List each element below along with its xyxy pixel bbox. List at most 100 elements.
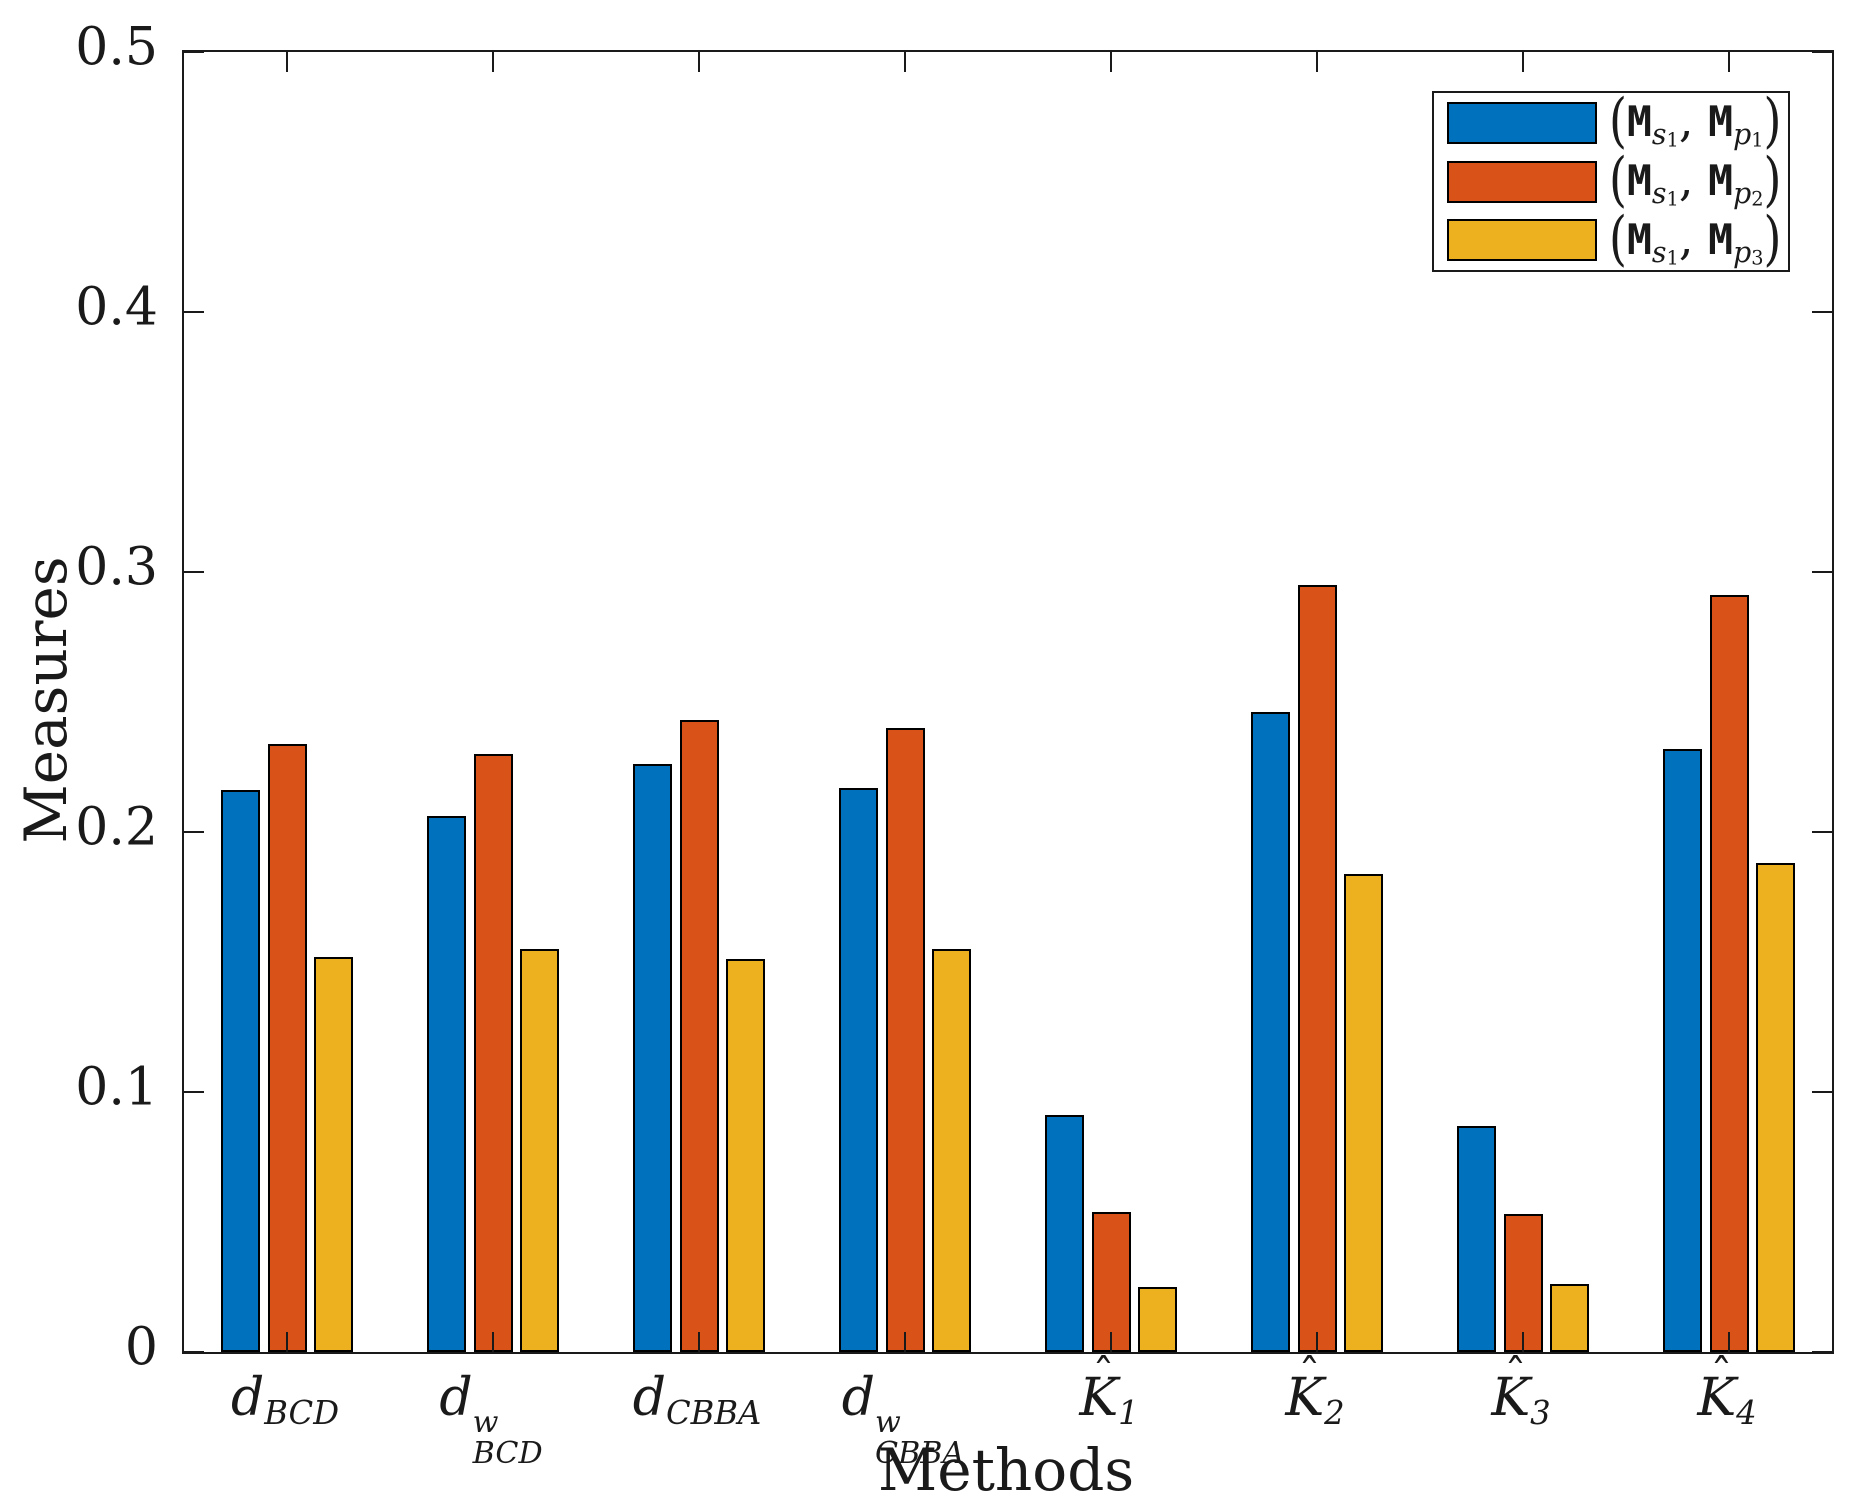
math-token: 1 xyxy=(1118,1394,1139,1433)
bar-series1-group2 xyxy=(427,816,466,1352)
y-tick-label: 0.2 xyxy=(75,797,158,858)
legend-entry: (Ms1, Mp2) xyxy=(1434,145,1788,214)
math-token: d xyxy=(439,1368,473,1428)
bar-series3-group2 xyxy=(520,949,559,1352)
y-axis-label: Measures xyxy=(12,556,80,844)
math-supsub: w BCD xyxy=(472,1405,543,1471)
legend-label: (Ms1, Mp3) xyxy=(1609,204,1782,273)
bar-series3-group5 xyxy=(1138,1287,1177,1352)
x-tick-top xyxy=(698,52,700,72)
bar-series2-group2 xyxy=(473,754,513,1352)
x-tick-top xyxy=(1522,52,1524,72)
math-token: K xyxy=(1697,1368,1737,1428)
bar-series3-group6 xyxy=(1344,873,1383,1352)
bar-series1-group7 xyxy=(1457,1125,1496,1352)
bar-series2-group5 xyxy=(1091,1211,1131,1352)
x-tick-top xyxy=(492,52,494,72)
y-tick-left xyxy=(184,571,204,573)
x-tick-label: d w CBBA xyxy=(842,1368,964,1469)
y-tick-label: 0.1 xyxy=(75,1057,158,1118)
math-token: , xyxy=(1678,93,1694,148)
y-tick-label: 0.5 xyxy=(75,17,158,78)
x-tick-bottom xyxy=(286,1332,288,1352)
math-token: d xyxy=(632,1368,666,1428)
x-tick-bottom xyxy=(1316,1332,1318,1352)
x-tick-bottom xyxy=(904,1332,906,1352)
legend-label: (Ms1, Mp2) xyxy=(1609,145,1782,214)
y-tick-label: 0 xyxy=(124,1317,158,1378)
math-token: 1 xyxy=(1751,128,1764,152)
y-tick-left xyxy=(184,831,204,833)
x-tick-label: dBCD xyxy=(231,1368,339,1432)
math-token: M xyxy=(1708,157,1733,206)
y-tick-right xyxy=(1812,831,1832,833)
y-tick-right xyxy=(1812,1091,1832,1093)
bar-series1-group5 xyxy=(1045,1115,1084,1352)
legend-label: (Ms1, Mp1) xyxy=(1609,86,1782,155)
bar-series2-group6 xyxy=(1297,585,1337,1352)
y-tick-left xyxy=(184,311,204,313)
math-token: 1 xyxy=(1666,187,1679,211)
math-token: K xyxy=(1491,1368,1531,1428)
math-token: M xyxy=(1626,216,1652,265)
math-token xyxy=(1693,211,1708,265)
y-tick-label: 0.4 xyxy=(75,277,158,338)
x-tick-bottom xyxy=(1522,1332,1524,1352)
bar-series1-group3 xyxy=(633,764,672,1352)
bar-series2-group1 xyxy=(267,743,307,1352)
math-token: ) xyxy=(1763,85,1782,155)
math-token: ) xyxy=(1763,144,1782,214)
y-tick-left xyxy=(184,1091,204,1093)
math-token: d xyxy=(841,1368,876,1428)
legend-entry: (Ms1, Mp1) xyxy=(1434,86,1788,155)
math-token: BCD xyxy=(264,1394,340,1433)
y-tick-label: 0.3 xyxy=(75,537,158,598)
bar-series2-group4 xyxy=(885,728,925,1352)
math-token: M xyxy=(1708,98,1733,147)
bar-series3-group8 xyxy=(1756,863,1795,1352)
bar-series2-group7 xyxy=(1503,1214,1543,1352)
math-token: , xyxy=(1678,152,1694,207)
x-tick-top xyxy=(1110,52,1112,72)
x-tick-bottom xyxy=(1110,1332,1112,1352)
x-tick-bottom xyxy=(1728,1332,1730,1352)
bar-series1-group6 xyxy=(1251,712,1290,1352)
math-token: M xyxy=(1626,157,1652,206)
y-tick-right xyxy=(1812,311,1832,313)
x-tick-top xyxy=(1316,52,1318,72)
x-axis-label: Methods xyxy=(877,1436,1135,1504)
math-token: p xyxy=(1732,118,1752,152)
x-tick-label: dCBBA xyxy=(633,1368,762,1432)
math-token: 4 xyxy=(1736,1394,1757,1433)
math-token: 2 xyxy=(1751,187,1764,211)
math-token: K xyxy=(1079,1368,1119,1428)
math-token: M xyxy=(1708,216,1733,265)
math-token: d xyxy=(230,1368,265,1428)
y-tick-right xyxy=(1812,51,1832,53)
math-token: M xyxy=(1626,98,1652,147)
math-token: ) xyxy=(1763,203,1782,273)
bar-series2-group8 xyxy=(1709,595,1749,1352)
x-tick-top xyxy=(904,52,906,72)
math-token: 3 xyxy=(1530,1394,1551,1433)
math-token: 2 xyxy=(1324,1394,1345,1433)
bar-series3-group1 xyxy=(314,956,353,1352)
math-token: K xyxy=(1285,1368,1325,1428)
math-token xyxy=(1693,93,1708,147)
legend-entry: (Ms1, Mp3) xyxy=(1434,204,1788,273)
x-tick-bottom xyxy=(492,1332,494,1352)
legend-swatch xyxy=(1447,160,1597,203)
math-token: ( xyxy=(1609,203,1627,273)
math-token: p xyxy=(1732,177,1752,211)
bar-series3-group7 xyxy=(1550,1284,1589,1352)
bar-series3-group4 xyxy=(932,949,971,1352)
math-token: 1 xyxy=(1666,246,1679,270)
math-supsub: w CBBA xyxy=(875,1405,965,1471)
y-tick-right xyxy=(1812,571,1832,573)
